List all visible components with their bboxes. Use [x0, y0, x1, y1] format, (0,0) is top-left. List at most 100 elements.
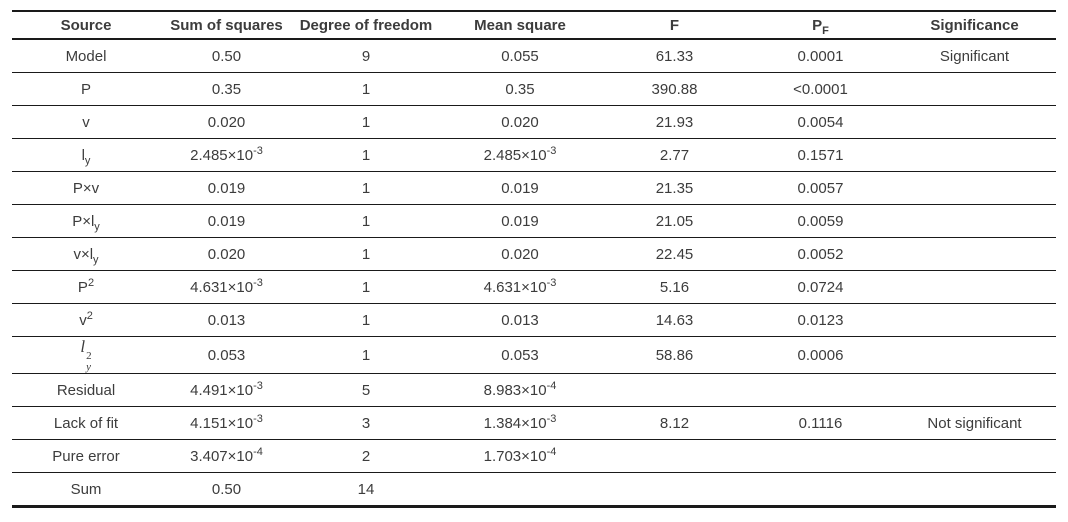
- value-cell: [893, 374, 1056, 407]
- value-cell: [893, 473, 1056, 507]
- value-cell: 21.93: [655, 113, 694, 131]
- value-cell: 0.020: [501, 245, 539, 263]
- value-cell: 3: [361, 414, 371, 432]
- column-header: PF: [812, 16, 829, 37]
- table-row: P2 4.631×10-3 1 4.631×10-3 5.16 0.0724: [12, 271, 1056, 304]
- value-cell: 1.384×10-3: [483, 412, 557, 432]
- value-cell: 2.485×10-3: [483, 144, 557, 164]
- row-label-cell: ly: [81, 146, 91, 167]
- value-cell: 1: [361, 278, 371, 296]
- value-cell: 0.35: [211, 80, 242, 98]
- row-label-cell: P2: [77, 276, 95, 296]
- row-label-cell: Model: [65, 47, 107, 65]
- value-cell: 9: [361, 47, 371, 65]
- value-cell: 0.0052: [797, 245, 844, 263]
- table-row: v 0.020 1 0.020 21.93 0.0054: [12, 106, 1056, 139]
- value-cell: [748, 440, 893, 473]
- value-cell: [601, 473, 748, 507]
- value-cell: 1: [361, 80, 371, 98]
- row-label-cell: P: [80, 80, 91, 98]
- value-cell: [439, 473, 601, 507]
- value-cell: Significant: [939, 47, 1010, 65]
- value-cell: 0.0054: [797, 113, 844, 131]
- value-cell: [893, 271, 1056, 304]
- value-cell: 61.33: [655, 47, 694, 65]
- value-cell: [893, 304, 1056, 337]
- row-label-cell: Sum: [70, 480, 102, 498]
- value-cell: 5.16: [659, 278, 690, 296]
- value-cell: [601, 374, 748, 407]
- value-cell: 0.020: [207, 113, 246, 131]
- value-cell: 1: [361, 146, 371, 164]
- value-cell: 0.019: [207, 179, 246, 197]
- value-cell: 1: [361, 311, 371, 329]
- table-row: Lack of fit 4.151×10-3 3 1.384×10-3 8.12 0.11…: [12, 407, 1056, 440]
- table-row: ly 2.485×10-3 1 2.485×10-3 2.77 0.1571: [12, 139, 1056, 172]
- value-cell: 21.35: [655, 179, 694, 197]
- value-cell: 1: [361, 212, 371, 230]
- value-cell: 0.020: [501, 113, 539, 131]
- value-cell: 390.88: [651, 80, 698, 98]
- value-cell: 4.491×10-3: [190, 379, 263, 399]
- value-cell: [893, 172, 1056, 205]
- row-label-cell: v2: [79, 309, 93, 329]
- table-row: P×ly 0.019 1 0.019 21.05 0.0059: [12, 205, 1056, 238]
- value-cell: 0.013: [207, 311, 246, 329]
- value-cell: 0.019: [501, 212, 539, 230]
- value-cell: [893, 139, 1056, 172]
- value-cell: 22.45: [655, 245, 694, 263]
- value-cell: 0.019: [501, 179, 539, 197]
- value-cell: [601, 440, 748, 473]
- value-cell: 0.0006: [797, 346, 844, 364]
- value-cell: 0.0057: [797, 179, 844, 197]
- column-header: Significance: [930, 16, 1019, 34]
- value-cell: 0.053: [501, 346, 539, 364]
- value-cell: [893, 238, 1056, 271]
- value-cell: 0.019: [207, 212, 246, 230]
- row-label-cell: Residual: [56, 381, 116, 399]
- value-cell: 1: [361, 245, 371, 263]
- value-cell: 0.0724: [797, 278, 844, 296]
- value-cell: 0.0123: [797, 311, 844, 329]
- table-row: P×v 0.019 1 0.019 21.35 0.0057: [12, 172, 1056, 205]
- table-row: Residual 4.491×10-3 5 8.983×10-4: [12, 374, 1056, 407]
- value-cell: 0.0059: [797, 212, 844, 230]
- value-cell: [893, 205, 1056, 238]
- value-cell: 0.020: [207, 245, 246, 263]
- value-cell: [748, 473, 893, 507]
- value-cell: 14: [357, 480, 375, 498]
- column-header: F: [669, 16, 680, 34]
- value-cell: 0.1571: [797, 146, 844, 164]
- column-header: Source: [60, 16, 112, 34]
- column-header: Mean square: [474, 16, 566, 34]
- table-row: Pure error 3.407×10-4 2 1.703×10-4: [12, 440, 1056, 473]
- value-cell: [893, 337, 1056, 374]
- row-label-cell: Lack of fit: [53, 414, 119, 432]
- value-cell: 5: [361, 381, 371, 399]
- table-row: v2 0.013 1 0.013 14.63 0.0123: [12, 304, 1056, 337]
- table-row: P 0.35 1 0.35 390.88 <0.0001: [12, 73, 1056, 106]
- table-row: l 2 y 0.053 1 0.053 58.86 0.0006: [12, 337, 1056, 374]
- value-cell: 14.63: [655, 311, 694, 329]
- value-cell: 2: [361, 447, 371, 465]
- value-cell: 0.35: [505, 80, 535, 98]
- table-row: v×ly 0.020 1 0.020 22.45 0.0052: [12, 238, 1056, 271]
- value-cell: 0.0001: [797, 47, 844, 65]
- value-cell: Not significant: [927, 414, 1022, 432]
- value-cell: [748, 374, 893, 407]
- value-cell: 8.12: [659, 414, 690, 432]
- value-cell: 1: [361, 346, 371, 364]
- value-cell: 1.703×10-4: [483, 445, 557, 465]
- row-label-cell: Pure error: [52, 447, 120, 465]
- column-header: Degree of freedom: [299, 16, 433, 34]
- value-cell: 0.50: [211, 47, 242, 65]
- value-cell: 1: [361, 179, 371, 197]
- value-cell: 0.1116: [798, 414, 843, 432]
- value-cell: [893, 440, 1056, 473]
- value-cell: 0.50: [211, 480, 242, 498]
- row-label-cell: P×ly: [72, 212, 100, 233]
- header-row: Source Sum of squares Degree of freedom Mea…: [12, 11, 1056, 39]
- value-cell: 1: [361, 113, 371, 131]
